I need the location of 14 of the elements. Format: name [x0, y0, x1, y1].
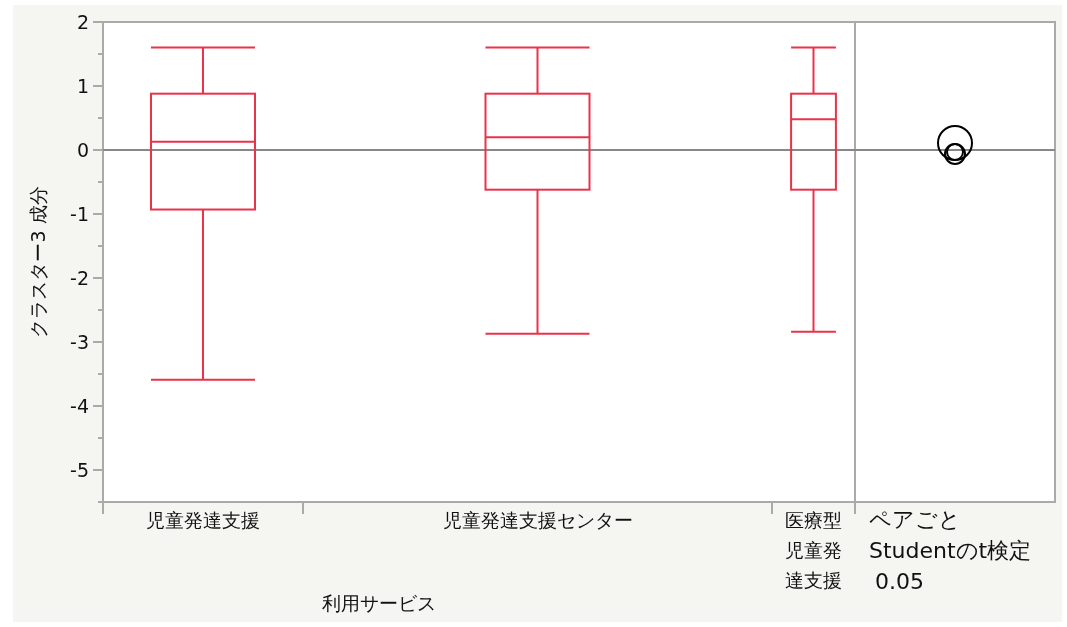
- y-tick-label: 2: [76, 11, 89, 33]
- text: ペアごと Studentのt検定 0.05: [869, 507, 1032, 594]
- y-tick-label: -1: [70, 203, 89, 225]
- x-tick-label: 児童発達支援: [146, 509, 260, 531]
- y-tick-label: 1: [76, 75, 89, 97]
- y-tick-label: -2: [70, 267, 89, 289]
- x-tick-label: 児童発達支援センター: [442, 509, 633, 531]
- y-tick-label: -5: [70, 459, 89, 481]
- y-tick-label: -4: [70, 395, 89, 417]
- y-tick-label: 0: [76, 139, 89, 161]
- x-tick-label: 医療型児童発達支援: [785, 509, 842, 591]
- y-axis-title: クラスター3 成分: [27, 186, 49, 338]
- x-axis-title: 利用サービス: [322, 592, 436, 614]
- y-tick-label: -3: [70, 331, 89, 353]
